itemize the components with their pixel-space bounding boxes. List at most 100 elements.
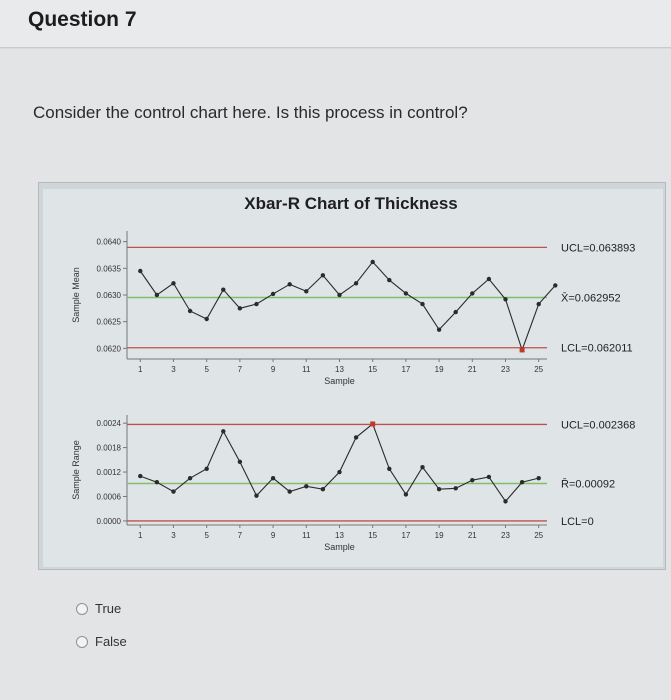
range-point (254, 493, 259, 498)
xbar-xtick-label: 23 (501, 365, 510, 374)
xbar-xtick-label: 15 (368, 365, 377, 374)
range-ucl-label: UCL=0.002368 (561, 419, 635, 431)
xbar-ytick-label: 0.0630 (97, 291, 122, 300)
range-point (519, 480, 525, 485)
xbar-point (304, 289, 309, 294)
chart-title: Xbar-R Chart of Thickness (244, 194, 458, 213)
xbar-xtick-label: 11 (302, 365, 311, 374)
range-xtick-label: 11 (302, 531, 311, 540)
xbar-xtick-label: 9 (271, 365, 276, 374)
range-point-out (370, 421, 376, 427)
xbar-xtick-label: 21 (468, 365, 477, 374)
xbar-point (453, 309, 458, 315)
range-ytick-label: 0.0024 (97, 419, 122, 428)
range-xlabel: Sample (324, 542, 355, 552)
range-point (453, 486, 458, 491)
range-xtick-label: 5 (204, 531, 209, 540)
range-xtick-label: 15 (368, 531, 377, 540)
xbar-point (138, 268, 143, 274)
radio-true[interactable] (76, 602, 88, 615)
range-ytick-label: 0.0006 (97, 492, 122, 501)
xbar-point (353, 281, 359, 286)
xbar-xtick-label: 3 (171, 365, 176, 374)
range-xtick-label: 21 (468, 531, 477, 540)
xbar-lcl-label: LCL=0.062011 (561, 343, 633, 355)
chart-background (43, 189, 663, 567)
option-false[interactable]: False (76, 634, 127, 649)
xbar-point (436, 327, 442, 332)
xbar-point (403, 291, 409, 296)
range-point (353, 435, 359, 440)
question-prompt: Consider the control chart here. Is this… (33, 103, 468, 122)
xbar-point (270, 291, 276, 297)
xbar-ytick-label: 0.0625 (97, 318, 122, 327)
range-point (138, 473, 143, 479)
xbar-point (387, 277, 392, 283)
range-ytick-label: 0.0000 (97, 517, 122, 526)
range-xtick-label: 1 (138, 531, 143, 540)
range-lcl-label: LCL=0 (561, 516, 594, 528)
xbar-xtick-label: 1 (138, 365, 143, 374)
range-point (304, 484, 309, 489)
xbar-xtick-label: 19 (435, 365, 444, 374)
xbar-point (553, 283, 558, 288)
xbar-point (204, 316, 209, 322)
xbar-ytick-label: 0.0635 (97, 264, 122, 273)
xbar-point (536, 301, 541, 307)
range-xtick-label: 17 (401, 531, 410, 540)
xbar-xlabel: Sample (324, 376, 355, 386)
xbar-point (420, 301, 425, 307)
range-xtick-label: 7 (238, 531, 243, 540)
range-ytick-label: 0.0012 (97, 468, 122, 477)
xbar-point (337, 292, 342, 298)
xbar-point (287, 282, 292, 287)
xbar-ytick-label: 0.0620 (97, 344, 122, 353)
option-false-label: False (95, 634, 127, 649)
xbar-ucl-label: UCL=0.063893 (561, 242, 635, 254)
xbar-point (470, 291, 475, 296)
range-point (337, 469, 342, 475)
range-point (420, 464, 425, 470)
xbar-point (171, 281, 176, 286)
xbar-point (254, 301, 259, 307)
option-true[interactable]: True (76, 601, 121, 616)
range-xtick-label: 19 (435, 531, 444, 540)
xbar-point (486, 276, 492, 282)
range-point (270, 475, 276, 481)
range-point (403, 492, 409, 497)
range-point (320, 486, 326, 492)
range-point (486, 474, 492, 480)
xbar-ytick-label: 0.0640 (97, 238, 122, 247)
range-point (237, 459, 243, 465)
range-point (171, 489, 176, 494)
xbar-point-out (519, 347, 525, 353)
range-point (536, 475, 541, 481)
range-xtick-label: 23 (501, 531, 510, 540)
range-point (387, 466, 392, 471)
xbar-ylabel: Sample Mean (71, 267, 81, 323)
xbar-center-label: X̄=0.062952 (561, 292, 621, 305)
xbar-point (187, 308, 193, 314)
range-ytick-label: 0.0018 (97, 444, 122, 453)
xbar-series-line (139, 261, 556, 352)
question-header: Question 7 (0, 0, 671, 48)
range-xtick-label: 3 (171, 531, 176, 540)
xbar-point (320, 273, 326, 278)
xbar-xtick-label: 25 (534, 365, 543, 374)
range-xtick-label: 9 (271, 531, 276, 540)
range-point (436, 486, 442, 492)
range-point (287, 489, 292, 494)
range-point (204, 466, 209, 471)
question-title: Question 7 (28, 8, 137, 31)
control-chart: Xbar-R Chart of Thickness 0.0640 0.0635 0.0… (43, 189, 663, 567)
range-xtick-label: 13 (335, 531, 344, 540)
range-xtick-label: 25 (534, 531, 543, 540)
xbar-xtick-label: 13 (335, 365, 344, 374)
option-true-label: True (95, 601, 122, 616)
range-point (221, 429, 226, 434)
range-ylabel: Sample Range (71, 440, 81, 500)
range-point (154, 480, 160, 485)
range-point (470, 477, 475, 483)
radio-false[interactable] (76, 635, 88, 648)
xbar-xtick-label: 17 (401, 365, 410, 374)
